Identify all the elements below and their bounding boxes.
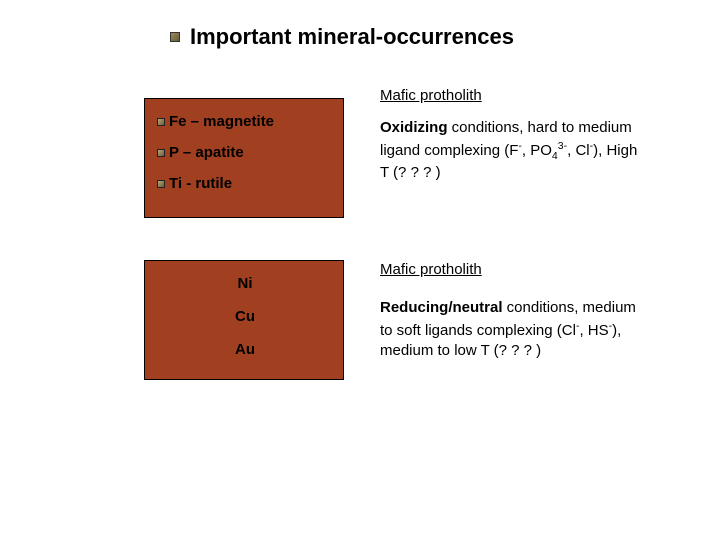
page-title: Important mineral-occurrences <box>190 24 514 50</box>
element-label: Cu <box>235 308 255 325</box>
desc-emphasis: Reducing/neutral <box>380 299 503 316</box>
mineral-label: Fe – magnetite <box>169 113 274 130</box>
mineral-box-2: Ni Cu Au <box>144 260 344 380</box>
element-label: Au <box>235 341 255 358</box>
description-block-1: Mafic protholith Oxidizing conditions, h… <box>380 86 640 183</box>
desc-heading: Mafic protholith <box>380 86 640 106</box>
element-label: Ni <box>238 275 253 292</box>
page-title-row: Important mineral-occurrences <box>170 24 514 50</box>
desc-body: Reducing/neutral conditions, medium to s… <box>380 298 640 361</box>
list-item: P – apatite <box>157 144 333 161</box>
list-item: Ti - rutile <box>157 175 333 192</box>
mineral-box-1: Fe – magnetite P – apatite Ti - rutile <box>144 98 344 218</box>
desc-heading: Mafic protholith <box>380 260 640 280</box>
mineral-label: Ti - rutile <box>169 175 232 192</box>
description-block-2: Mafic protholith Reducing/neutral condit… <box>380 260 640 361</box>
bullet-icon <box>157 180 165 188</box>
title-bullet-icon <box>170 32 180 42</box>
bullet-icon <box>157 118 165 126</box>
desc-body: Oxidizing conditions, hard to medium lig… <box>380 118 640 183</box>
bullet-icon <box>157 149 165 157</box>
mineral-label: P – apatite <box>169 144 244 161</box>
list-item: Fe – magnetite <box>157 113 333 130</box>
desc-emphasis: Oxidizing <box>380 119 448 136</box>
